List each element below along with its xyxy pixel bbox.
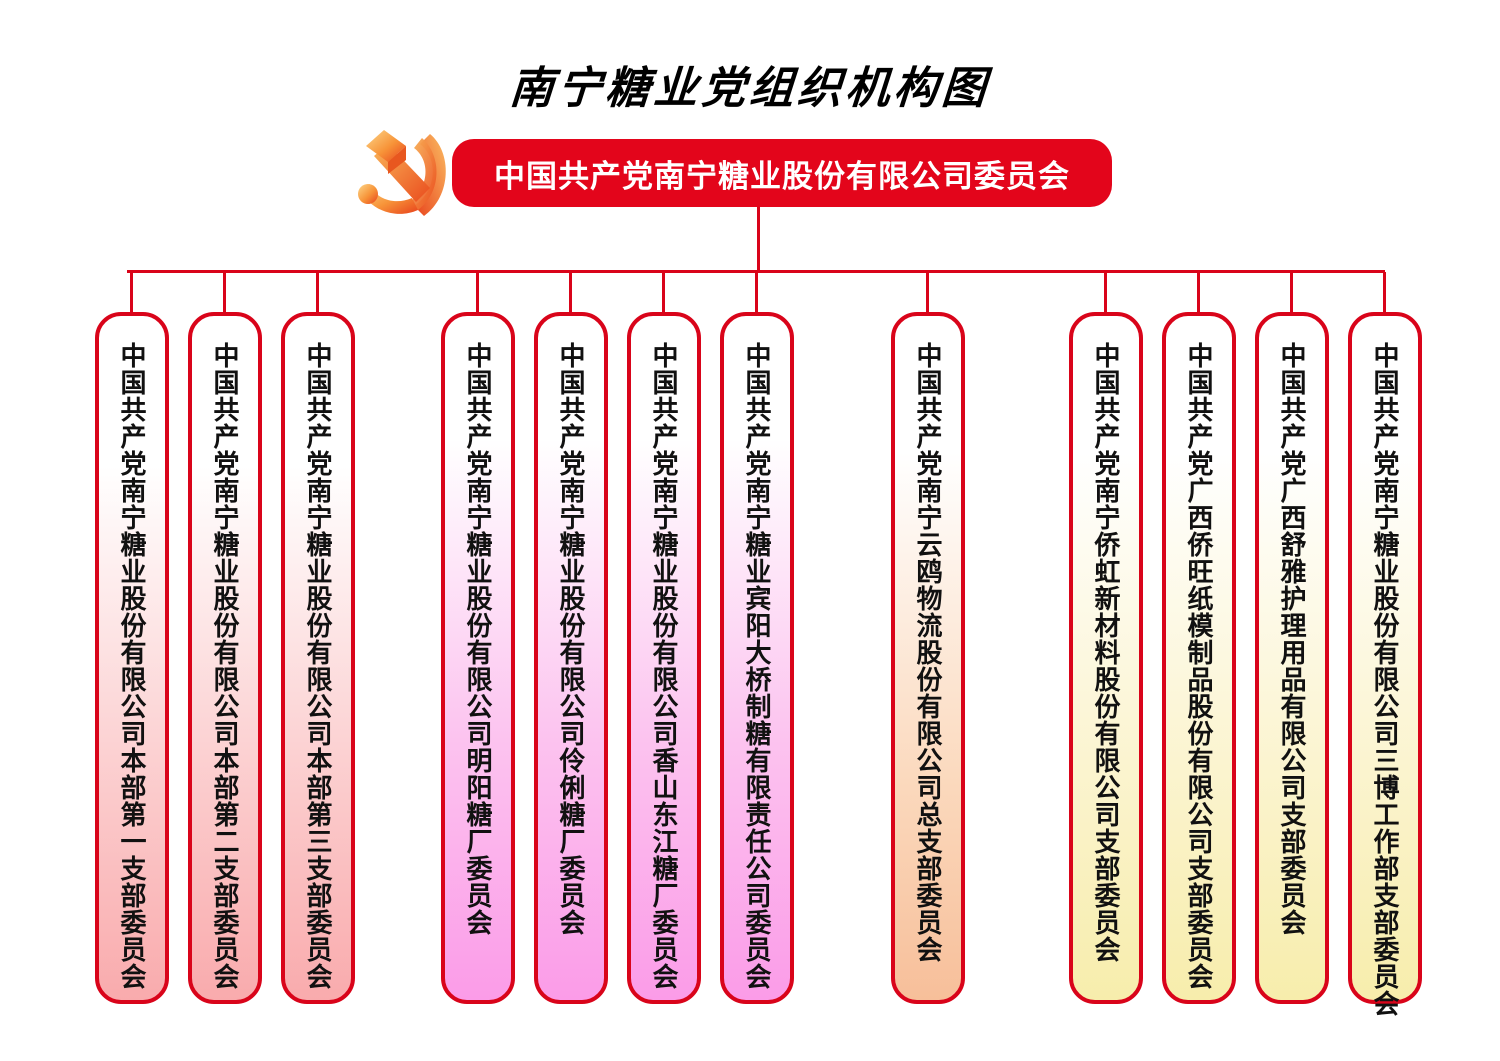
org-node[interactable]: 中国共产党南宁糖业股份有限公司本部第一支部委员会 (95, 312, 169, 1004)
org-node-label: 中国共产党南宁糖业股份有限公司本部第一支部委员会 (117, 342, 147, 990)
org-node-label: 中国共产党南宁糖业股份有限公司伶俐糖厂委员会 (556, 342, 586, 936)
org-node[interactable]: 中国共产党南宁糖业股份有限公司香山东江糖厂委员会 (627, 312, 701, 1004)
org-node[interactable]: 中国共产党南宁糖业宾阳大桥制糖有限责任公司委员会 (720, 312, 794, 1004)
org-node-label: 中国共产党南宁糖业股份有限公司明阳糖厂委员会 (463, 342, 493, 936)
party-emblem-icon (344, 126, 462, 222)
connector-drop (926, 272, 929, 314)
connector-drop (1197, 272, 1200, 314)
connector-bus (127, 270, 1385, 273)
org-node[interactable]: 中国共产党南宁糖业股份有限公司伶俐糖厂委员会 (534, 312, 608, 1004)
connector-drop (755, 272, 758, 314)
connector-drop (1290, 272, 1293, 314)
org-node[interactable]: 中国共产党南宁糖业股份有限公司本部第三支部委员会 (281, 312, 355, 1004)
connector-stem (757, 207, 760, 272)
org-node[interactable]: 中国共产党广西侨旺纸模制品股份有限公司支部委员会 (1162, 312, 1236, 1004)
connector-drop (476, 272, 479, 314)
root-node-label: 中国共产党南宁糖业股份有限公司委员会 (494, 158, 1070, 194)
org-node[interactable]: 中国共产党南宁糖业股份有限公司明阳糖厂委员会 (441, 312, 515, 1004)
org-node[interactable]: 中国共产党南宁云鸥物流股份有限公司总支部委员会 (891, 312, 965, 1004)
root-node-banner[interactable]: 中国共产党南宁糖业股份有限公司委员会 (452, 139, 1112, 207)
org-node-label: 中国共产党南宁糖业宾阳大桥制糖有限责任公司委员会 (742, 342, 772, 990)
org-node-label: 中国共产党南宁云鸥物流股份有限公司总支部委员会 (913, 342, 943, 963)
connector-drop (1104, 272, 1107, 314)
org-node-label: 中国共产党南宁糖业股份有限公司香山东江糖厂委员会 (649, 342, 679, 990)
connector-drop (662, 272, 665, 314)
org-node[interactable]: 中国共产党南宁糖业股份有限公司三博工作部支部委员会 (1348, 312, 1422, 1017)
org-node-label: 中国共产党南宁糖业股份有限公司本部第二支部委员会 (210, 342, 240, 990)
org-node-label: 中国共产党南宁糖业股份有限公司本部第三支部委员会 (303, 342, 333, 990)
org-node[interactable]: 中国共产党南宁侨虹新材料股份有限公司支部委员会 (1069, 312, 1143, 1004)
org-node-label: 中国共产党南宁侨虹新材料股份有限公司支部委员会 (1091, 342, 1121, 963)
org-node[interactable]: 中国共产党广西舒雅护理用品有限公司支部委员会 (1255, 312, 1329, 1004)
connector-drop (223, 272, 226, 314)
org-node[interactable]: 中国共产党南宁糖业股份有限公司本部第二支部委员会 (188, 312, 262, 1004)
org-node-label: 中国共产党广西舒雅护理用品有限公司支部委员会 (1277, 342, 1307, 936)
connector-drop (569, 272, 572, 314)
connector-drop (1383, 272, 1386, 314)
page-title: 南宁糖业党组织机构图 (507, 64, 992, 113)
connector-drop (130, 272, 133, 314)
org-node-label: 中国共产党南宁糖业股份有限公司三博工作部支部委员会 (1370, 342, 1400, 1017)
connector-drop (316, 272, 319, 314)
org-node-label: 中国共产党广西侨旺纸模制品股份有限公司支部委员会 (1184, 342, 1214, 990)
